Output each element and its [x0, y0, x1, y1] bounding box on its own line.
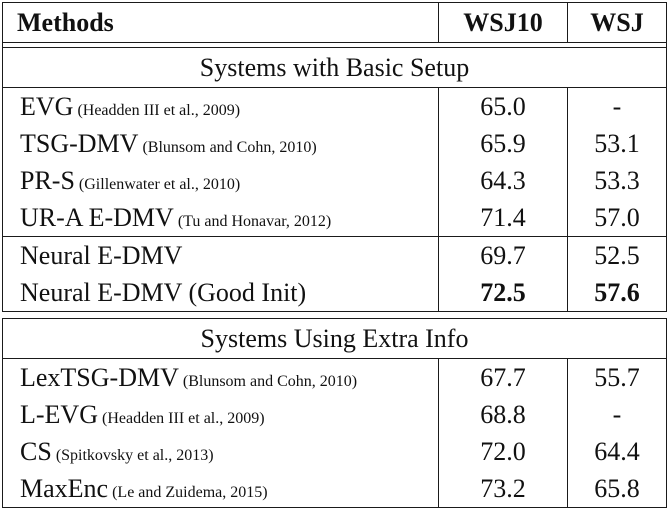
wsj10-value: 65.9 [438, 125, 568, 162]
wsj10-value: 67.7 [438, 358, 568, 396]
citation: (Headden III et al., 2009) [101, 409, 265, 427]
wsj10-value-best: 72.5 [438, 274, 568, 312]
table-row: CS (Spitkovsky et al., 2013) 72.0 64.4 [2, 433, 667, 470]
wsj-value: 52.5 [567, 236, 667, 274]
wsj-value-best: 57.6 [567, 274, 667, 312]
wsj10-value: 69.7 [438, 236, 568, 274]
table-row: MaxEnc (Le and Zuidema, 2015) 73.2 65.8 [2, 470, 667, 508]
header-methods: Methods [2, 2, 439, 43]
header-wsj: WSJ [567, 2, 667, 43]
table-row: LexTSG-DMV (Blunsom and Cohn, 2010) 67.7 … [2, 358, 667, 396]
table-row: TSG-DMV (Blunsom and Cohn, 2010) 65.9 53.… [2, 125, 667, 162]
wsj-value: 55.7 [567, 358, 667, 396]
method-name: EVG [20, 91, 74, 121]
wsj-value: 53.3 [567, 162, 667, 199]
wsj10-value: 73.2 [438, 470, 568, 508]
wsj10-value: 71.4 [438, 199, 568, 237]
citation: (Spitkovsky et al., 2013) [55, 446, 214, 464]
header-wsj10: WSJ10 [438, 2, 568, 43]
table-row: L-EVG (Headden III et al., 2009) 68.8 - [2, 396, 667, 433]
wsj-value: 64.4 [567, 433, 667, 470]
citation: (Gillenwater et al., 2010) [78, 175, 241, 193]
wsj-value: 57.0 [567, 199, 667, 237]
table-row: UR-A E-DMV (Tu and Honavar, 2012) 71.4 57… [2, 199, 667, 237]
method-name: UR-A E-DMV [20, 202, 174, 232]
wsj10-value: 65.0 [438, 87, 568, 125]
wsj-value: - [567, 396, 667, 433]
wsj10-value: 64.3 [438, 162, 568, 199]
method-name: L-EVG [20, 399, 98, 429]
table-row: Neural E-DMV 69.7 52.5 [2, 236, 667, 274]
wsj-value: - [567, 87, 667, 125]
table-row: PR-S (Gillenwater et al., 2010) 64.3 53.3 [2, 162, 667, 199]
method-name: MaxEnc [20, 473, 109, 503]
wsj10-value: 68.8 [438, 396, 568, 433]
method-name: Neural E-DMV (Good Init) [20, 277, 307, 307]
header-row: Methods WSJ10 WSJ [2, 2, 667, 43]
section-basic-setup: Systems with Basic Setup [2, 47, 667, 88]
method-name: Neural E-DMV [20, 240, 183, 270]
wsj-value: 53.1 [567, 125, 667, 162]
method-name: PR-S [20, 165, 75, 195]
citation: (Blunsom and Cohn, 2010) [142, 138, 317, 156]
method-name: CS [20, 436, 52, 466]
section-title: Systems with Basic Setup [2, 47, 667, 88]
table-row: EVG (Headden III et al., 2009) 65.0 - [2, 87, 667, 125]
citation: (Le and Zuidema, 2015) [112, 483, 268, 501]
method-name: TSG-DMV [20, 128, 139, 158]
citation: (Headden III et al., 2009) [77, 101, 241, 119]
wsj10-value: 72.0 [438, 433, 568, 470]
table-row: Neural E-DMV (Good Init) 72.5 57.6 [2, 274, 667, 312]
section-title: Systems Using Extra Info [2, 318, 667, 359]
citation: (Tu and Honavar, 2012) [177, 212, 332, 230]
method-name: LexTSG-DMV [20, 362, 179, 392]
citation: (Blunsom and Cohn, 2010) [182, 372, 358, 390]
wsj-value: 65.8 [567, 470, 667, 508]
section-extra-info: Systems Using Extra Info [2, 318, 667, 359]
